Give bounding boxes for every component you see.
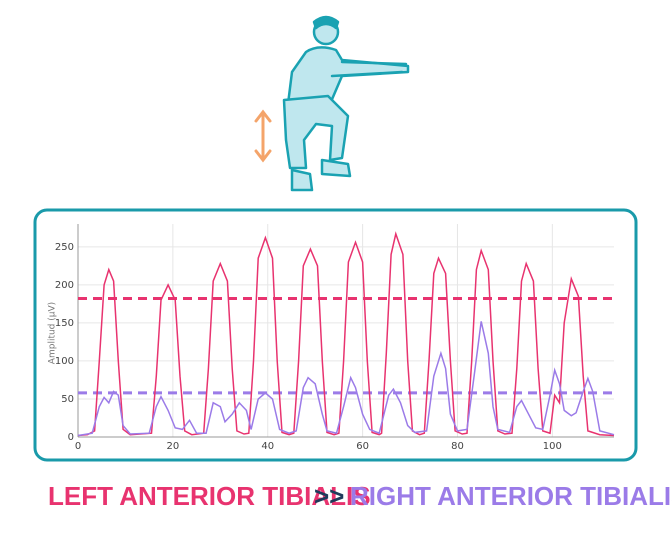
x-tick-label: 20	[167, 441, 180, 452]
y-tick-label: 200	[55, 280, 74, 291]
x-tick-label: 80	[451, 441, 464, 452]
caption-left: LEFT ANTERIOR TIBIALIS	[48, 481, 371, 511]
x-tick-label: 0	[75, 441, 81, 452]
y-axis-label: Amplitud (μV)	[48, 302, 58, 364]
caption-right: RIGHT ANTERIOR TIBIALIS	[350, 481, 672, 511]
x-tick-label: 60	[356, 441, 369, 452]
y-tick-label: 50	[61, 394, 74, 405]
squat-icon	[282, 15, 410, 192]
data-line	[77, 321, 615, 437]
chart-panel	[33, 208, 638, 462]
y-tick-label: 150	[55, 318, 74, 329]
vertical-arrow	[254, 109, 272, 163]
data-line	[77, 231, 615, 437]
y-tick-label: 0	[68, 432, 74, 443]
y-tick-label: 250	[55, 242, 74, 253]
y-tick-label: 100	[55, 356, 74, 367]
x-tick-label: 100	[543, 441, 562, 452]
caption-separator: >>	[314, 481, 344, 511]
x-tick-label: 40	[261, 441, 274, 452]
